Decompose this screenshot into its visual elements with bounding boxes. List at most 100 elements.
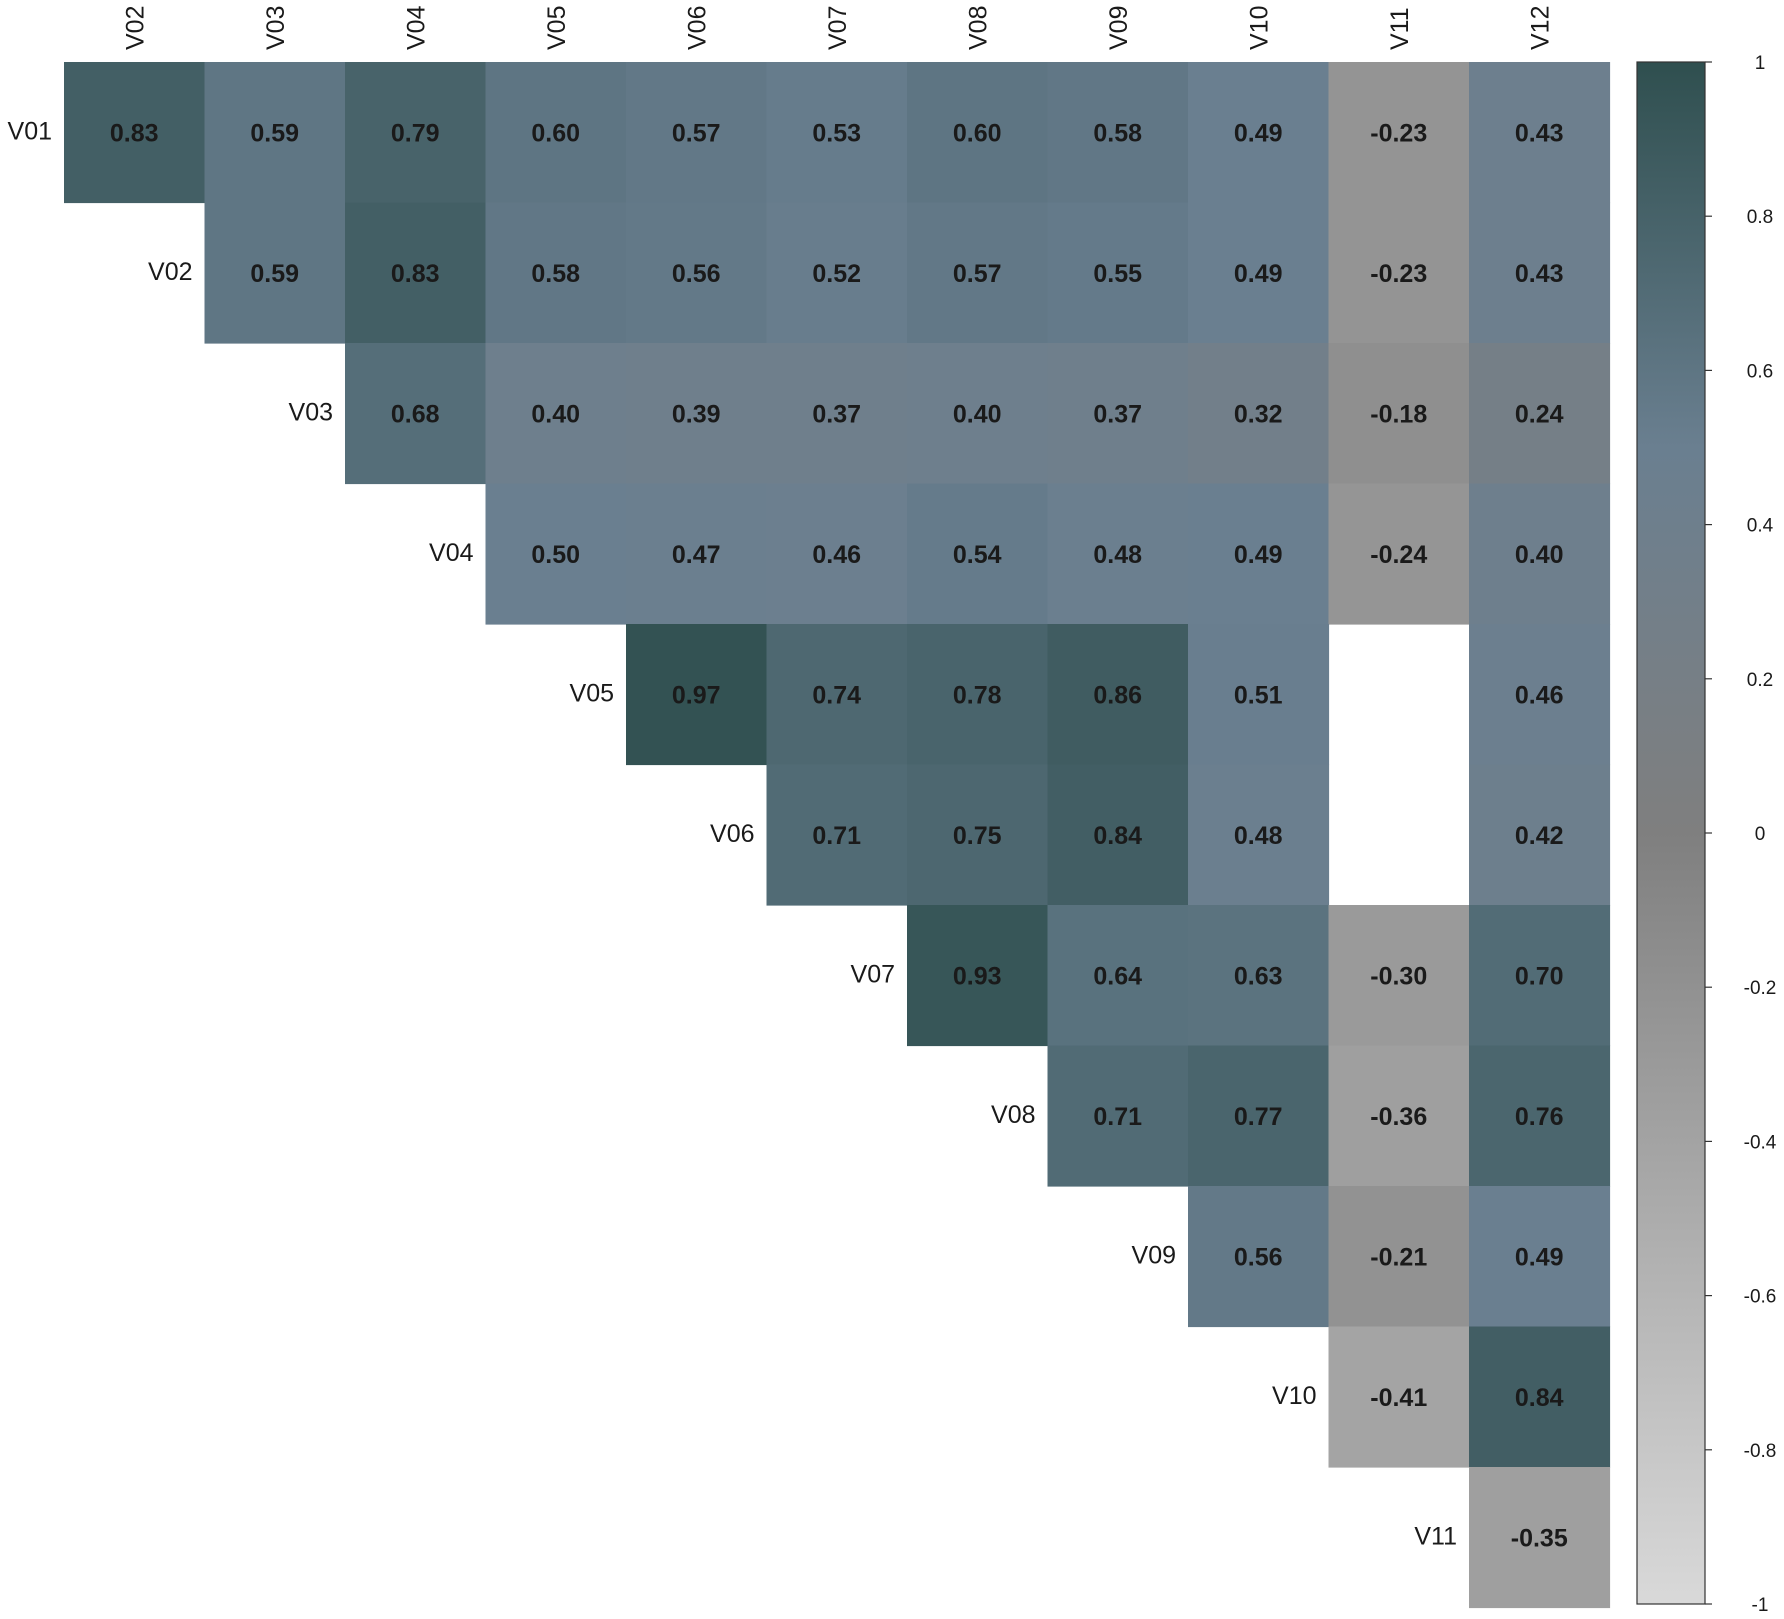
cell-value-V04-V10: 0.49: [1234, 541, 1283, 569]
cell-value-V07-V09: 0.64: [1093, 962, 1142, 990]
heatmap-cell-V07-V12: [1469, 905, 1611, 1047]
cell-value-V01-V06: 0.57: [672, 119, 721, 147]
cell-value-V05-V12: 0.46: [1515, 681, 1564, 709]
heatmap-cell-V06-V12: [1469, 764, 1611, 906]
cell-value-V01-V05: 0.60: [531, 119, 580, 147]
column-label-V02: V02: [121, 6, 149, 50]
heatmap-cell-V03-V05: [485, 343, 627, 485]
colorbar-tick-label: 0: [1755, 824, 1766, 845]
cell-value-V04-V05: 0.50: [531, 541, 580, 569]
heatmap-cell-V02-V12: [1469, 202, 1611, 344]
cell-value-V03-V04: 0.68: [391, 400, 440, 428]
cell-value-V04-V07: 0.46: [812, 541, 861, 569]
cell-value-V02-V11: -0.23: [1370, 260, 1427, 288]
cell-value-V09-V10: 0.56: [1234, 1243, 1283, 1271]
cell-value-V10-V11: -0.41: [1370, 1384, 1427, 1412]
cell-value-V05-V08: 0.78: [953, 681, 1002, 709]
cell-value-V05-V06: 0.97: [672, 681, 721, 709]
cell-value-V04-V11: -0.24: [1370, 541, 1427, 569]
heatmap-cell-V01-V10: [1188, 62, 1330, 204]
row-label-V03: V03: [289, 398, 333, 426]
colorbar-tick-label: -0.6: [1744, 1287, 1777, 1308]
cell-value-V05-V07: 0.74: [812, 681, 861, 709]
cell-value-V01-V04: 0.79: [391, 119, 440, 147]
heatmap-cell-V05-V07: [766, 624, 908, 766]
cell-value-V11-V12: -0.35: [1511, 1524, 1568, 1552]
cell-value-V06-V07: 0.71: [812, 822, 861, 850]
colorbar-tick-label: 1: [1755, 53, 1766, 74]
heatmap-cell-V02-V08: [907, 202, 1049, 344]
colorbar-tick-label: -0.8: [1744, 1441, 1777, 1462]
heatmap-cell-V03-V06: [626, 343, 768, 485]
colorbar-tick-label: 0.6: [1747, 361, 1773, 382]
heatmap-cell-V09-V11: [1328, 1186, 1470, 1328]
heatmap-cell-V05-V12: [1469, 624, 1611, 766]
cell-value-V01-V02: 0.83: [110, 119, 159, 147]
column-label-V08: V08: [964, 6, 992, 50]
cell-value-V02-V09: 0.55: [1093, 260, 1142, 288]
heatmap-cell-V02-V05: [485, 202, 627, 344]
column-label-V04: V04: [402, 5, 430, 50]
cell-value-V04-V09: 0.48: [1093, 541, 1142, 569]
colorbar-tick-label: -0.2: [1744, 978, 1777, 999]
cell-value-V03-V06: 0.39: [672, 400, 721, 428]
heatmap-cell-V03-V10: [1188, 343, 1330, 485]
cell-value-V02-V03: 0.59: [250, 260, 299, 288]
colorbar-tick-label: 0.4: [1747, 516, 1774, 537]
cell-value-V01-V12: 0.43: [1515, 119, 1564, 147]
row-label-V01: V01: [8, 117, 52, 145]
heatmap-cell-V04-V09: [1047, 483, 1189, 625]
cell-value-V02-V04: 0.83: [391, 260, 440, 288]
cell-value-V01-V07: 0.53: [812, 119, 861, 147]
heatmap-cell-V07-V10: [1188, 905, 1330, 1047]
heatmap-cell-V08-V11: [1328, 1045, 1470, 1187]
row-label-V07: V07: [851, 960, 895, 988]
heatmap-cell-V02-V10: [1188, 202, 1330, 344]
colorbar-tick-label: 0.2: [1747, 670, 1773, 691]
column-label-V09: V09: [1105, 6, 1133, 50]
row-labels: V01 V02 V03 V04 V05 V06 V07 V08 V09 V10 V11: [8, 117, 1457, 1550]
heatmap-cell-V02-V09: [1047, 202, 1189, 344]
row-label-V10: V10: [1272, 1382, 1316, 1410]
cell-value-V03-V12: 0.24: [1515, 400, 1564, 428]
heatmap-cell-V04-V11: [1328, 483, 1470, 625]
cell-value-V06-V12: 0.42: [1515, 822, 1564, 850]
heatmap-cell-V01-V09: [1047, 62, 1189, 204]
cell-value-V01-V10: 0.49: [1234, 119, 1283, 147]
heatmap-cells: 0.83 0.59 0.79 0.60 0.57 0.53 0.60 0.58 0.49 -0.2…: [64, 62, 1611, 1609]
heatmap-cell-V07-V11: [1328, 905, 1470, 1047]
colorbar-legend: 1 0.8 0.6 0.4 0.2 0 -0.2 -0.4 -0.6 -0.8 -1: [1636, 53, 1777, 1616]
cell-value-V02-V06: 0.56: [672, 260, 721, 288]
heatmap-cell-V02-V06: [626, 202, 768, 344]
cell-value-V01-V08: 0.60: [953, 119, 1002, 147]
cell-value-V02-V10: 0.49: [1234, 260, 1283, 288]
cell-value-V08-V10: 0.77: [1234, 1103, 1283, 1131]
cell-value-V06-V08: 0.75: [953, 822, 1002, 850]
heatmap-cell-V02-V04: [345, 202, 487, 344]
heatmap-cell-V04-V06: [626, 483, 768, 625]
heatmap-cell-V04-V08: [907, 483, 1049, 625]
heatmap-cell-V02-V03: [204, 202, 346, 344]
cell-value-V10-V12: 0.84: [1515, 1384, 1564, 1412]
cell-value-V02-V08: 0.57: [953, 260, 1002, 288]
heatmap-cell-V08-V09: [1047, 1045, 1189, 1187]
column-label-V12: V12: [1526, 6, 1554, 50]
cell-value-V06-V09: 0.84: [1093, 822, 1142, 850]
cell-value-V03-V08: 0.40: [953, 400, 1002, 428]
cell-value-V07-V11: -0.30: [1370, 962, 1427, 990]
column-label-V11: V11: [1386, 7, 1414, 50]
heatmap-cell-V01-V08: [907, 62, 1049, 204]
heatmap-cell-V05-V10: [1188, 624, 1330, 766]
colorbar-tick-label: -0.4: [1744, 1132, 1777, 1153]
heatmap-cell-V04-V12: [1469, 483, 1611, 625]
colorbar-tick-label: -1: [1752, 1595, 1769, 1616]
cell-value-V01-V11: -0.23: [1370, 119, 1427, 147]
heatmap-cell-V11-V12: [1469, 1467, 1611, 1609]
cell-value-V03-V11: -0.18: [1370, 400, 1427, 428]
heatmap-cell-V01-V03: [204, 62, 346, 204]
heatmap-cell-V08-V10: [1188, 1045, 1330, 1187]
cell-value-V05-V09: 0.86: [1093, 681, 1142, 709]
cell-value-V04-V06: 0.47: [672, 541, 721, 569]
heatmap-cell-V04-V05: [485, 483, 627, 625]
